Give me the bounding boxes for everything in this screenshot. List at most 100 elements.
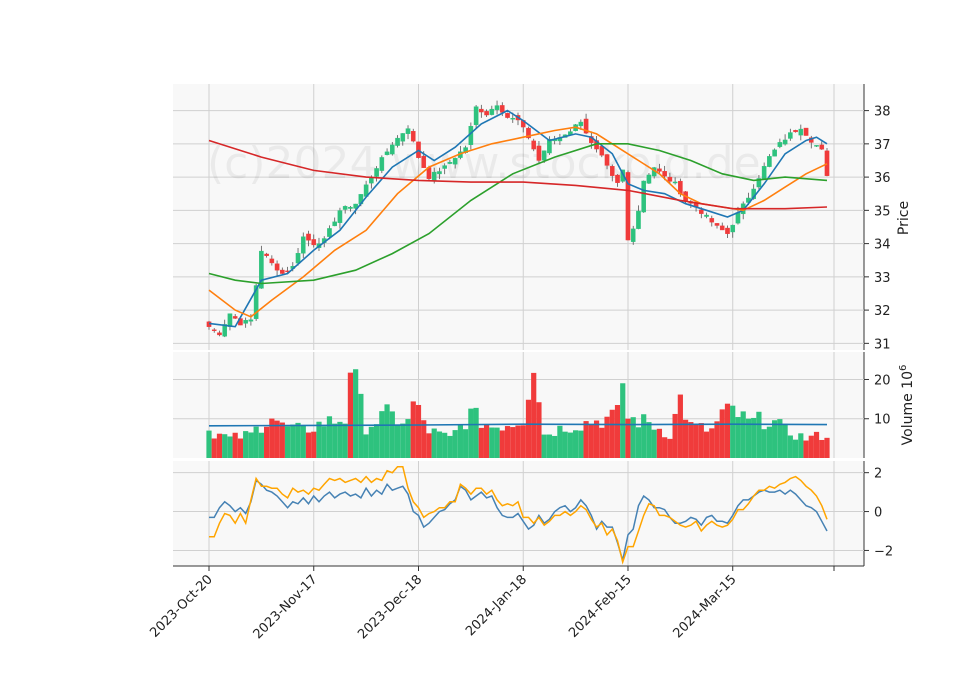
candle-body — [473, 106, 479, 126]
volume-bar — [258, 432, 264, 458]
candle-body — [405, 128, 411, 134]
candle-body — [410, 131, 416, 142]
candle-body — [494, 105, 500, 111]
volume-average-line — [208, 423, 828, 427]
volume-bar — [625, 418, 631, 458]
volume-bar — [478, 427, 484, 458]
volume-bar — [824, 437, 830, 458]
price-axis-title: Price — [896, 201, 912, 235]
volume-bar — [552, 435, 558, 458]
volume-bar — [483, 424, 490, 458]
volume-bar — [719, 409, 725, 458]
volume-bar — [353, 369, 359, 458]
candle-body — [384, 151, 390, 156]
volume-bar — [782, 423, 788, 458]
volume-bar — [562, 431, 568, 458]
volume-bar — [284, 426, 291, 458]
volume-bar — [730, 405, 736, 458]
candle-body — [342, 206, 348, 210]
candle-body — [803, 127, 809, 136]
candle-body — [442, 165, 447, 169]
volume-bar — [447, 435, 453, 458]
candle-body — [788, 132, 793, 139]
volume-bar — [578, 430, 584, 458]
ma-long-line — [208, 143, 828, 285]
volume-bar — [662, 437, 668, 458]
candle-body — [437, 171, 442, 175]
volume-bar — [264, 426, 270, 458]
volume-bar — [651, 429, 657, 458]
oscillator-blue-line — [209, 479, 828, 561]
volume-bar — [735, 417, 741, 458]
volume-bar — [688, 422, 694, 458]
volume-axis-title: Volume 106 — [898, 365, 916, 446]
candle-body — [625, 172, 631, 241]
volume-bar — [368, 426, 374, 458]
volume-bar — [311, 431, 317, 458]
volume-bar — [515, 425, 521, 458]
x-tick-label: 2024-Mar-15 — [670, 572, 739, 641]
candle-body — [300, 236, 306, 254]
volume-bar — [494, 427, 500, 458]
candle-body — [782, 139, 788, 145]
volume-bar — [237, 438, 244, 458]
volume-bar — [305, 432, 312, 458]
candle-body — [531, 140, 537, 150]
volume-bar — [332, 423, 338, 458]
x-tick-label: 2023-Dec-18 — [355, 572, 425, 642]
volume-bar — [405, 419, 411, 458]
candle-body — [379, 157, 385, 171]
volume-bar — [499, 430, 505, 458]
candle-body — [395, 137, 400, 146]
volume-bar — [808, 435, 814, 458]
candle-body — [536, 145, 542, 161]
candle-body — [615, 174, 620, 183]
y-tick-label: 38 — [874, 105, 891, 120]
candle-body — [348, 206, 353, 209]
volume-bar — [693, 424, 699, 458]
volume-bar — [243, 431, 249, 458]
candle-body — [264, 253, 269, 256]
candle-body — [269, 258, 275, 264]
volume-bar — [384, 404, 390, 458]
candle-body — [578, 121, 584, 127]
candle-body — [280, 269, 285, 274]
candle-body — [814, 145, 819, 147]
candle-body — [337, 210, 343, 223]
volume-bar — [751, 417, 757, 458]
candle-body — [719, 225, 725, 231]
candle-body — [767, 156, 772, 167]
volume-bar — [290, 424, 296, 458]
volume-bar — [604, 416, 610, 458]
volume-bar — [248, 432, 254, 458]
oscillator-orange-line — [209, 466, 828, 565]
volume-bar — [557, 425, 563, 458]
volume-bar — [510, 427, 516, 458]
volume-bar — [667, 438, 673, 458]
volume-bar — [588, 424, 594, 458]
candle-body — [484, 111, 489, 116]
candle-body — [526, 127, 531, 139]
candle-body — [211, 329, 217, 331]
candle-body — [646, 174, 652, 184]
volume-bar — [489, 427, 495, 458]
volume-bar — [531, 372, 537, 458]
volume-bar — [222, 434, 228, 458]
volume-bar — [792, 439, 799, 458]
candle-body — [479, 108, 484, 113]
candle-body — [431, 171, 437, 181]
y-tick-label: 32 — [874, 304, 891, 319]
candle-body — [499, 105, 505, 113]
volume-bar — [567, 432, 573, 458]
y-tick-label: 10 — [874, 413, 891, 428]
candle-body — [547, 138, 552, 154]
volume-bar — [635, 427, 642, 458]
volume-bar — [431, 428, 437, 458]
volume-bar — [536, 402, 542, 458]
candle-body — [709, 218, 715, 223]
y-tick-label: 0 — [874, 506, 882, 521]
candle-body — [227, 313, 233, 327]
candle-body — [452, 158, 458, 165]
